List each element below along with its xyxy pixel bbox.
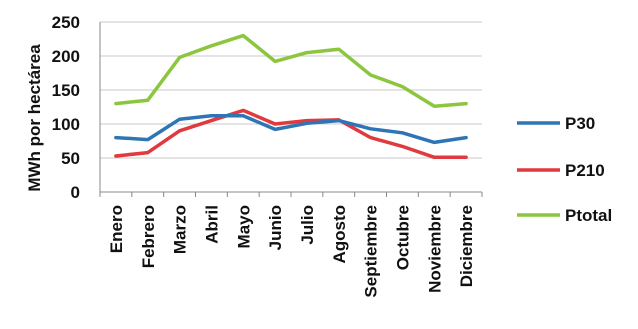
x-tick-label: Agosto: [330, 205, 349, 264]
legend-label-ptotal: Ptotal: [565, 206, 612, 225]
x-tick-label: Mayo: [234, 205, 253, 248]
y-tick-label: 0: [71, 183, 80, 202]
series-line-p210: [114, 108, 468, 160]
x-tick-label: Julio: [298, 205, 317, 245]
x-tick-label: Octubre: [393, 205, 412, 270]
y-tick-label: 100: [52, 115, 80, 134]
x-tick-label: Abril: [202, 205, 221, 244]
y-tick-label: 150: [52, 81, 80, 100]
y-tick-label: 250: [52, 13, 80, 32]
y-tick-label: 200: [52, 47, 80, 66]
legend-label-p30: P30: [565, 114, 595, 133]
x-tick-label: Noviembre: [425, 205, 444, 293]
x-tick-label: Marzo: [171, 205, 190, 254]
x-tick-label: Septiembre: [362, 205, 381, 298]
x-tick-label: Junio: [266, 205, 285, 250]
x-tick-labels: Enero Febrero Marzo Abril Mayo Junio Julio Agos…: [107, 205, 476, 298]
series-lines: [114, 33, 468, 160]
y-axis-label: MWh por hectárea: [25, 44, 44, 192]
x-tick-label: Enero: [107, 205, 126, 253]
legend-label-p210: P210: [565, 161, 605, 180]
y-tick-labels: 0 50 100 150 200 250: [52, 13, 80, 202]
legend: P30 P210 Ptotal: [517, 114, 612, 225]
x-tick-label: Febrero: [139, 205, 158, 268]
x-tick-label: Diciembre: [457, 205, 476, 287]
y-tick-label: 50: [61, 149, 80, 168]
gridlines: [100, 21, 482, 193]
axes: [99, 22, 483, 197]
series-line-p30: [114, 114, 468, 145]
series-line-ptotal: [114, 33, 468, 109]
